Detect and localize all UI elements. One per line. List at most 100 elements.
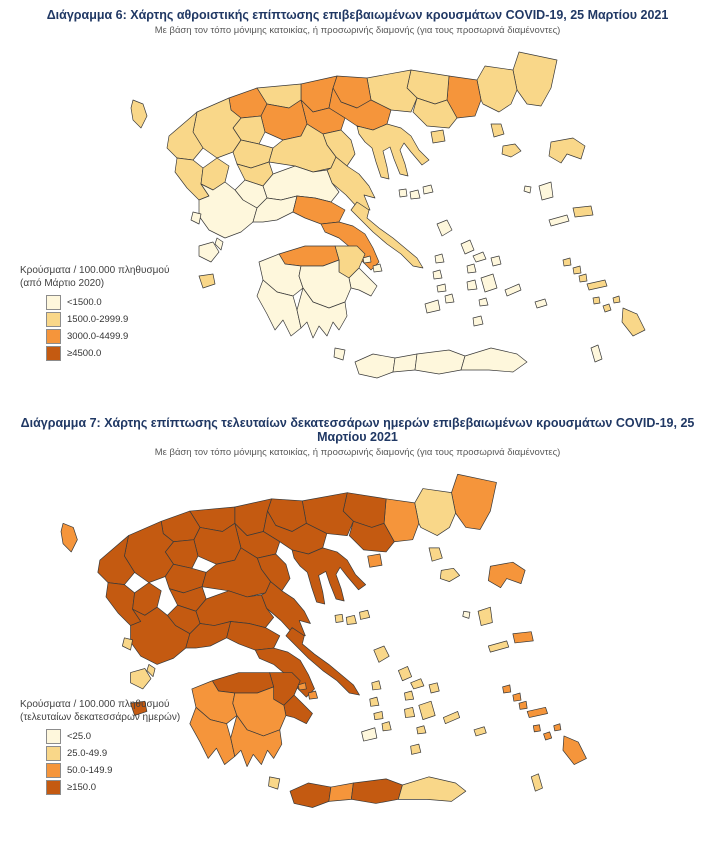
region-samos (512, 631, 534, 644)
figure7-legend-title-line1: Κρούσματα / 100.000 πληθυσμού (20, 699, 170, 710)
region-dodecanese (543, 731, 553, 741)
region-thasos (367, 553, 383, 568)
region-rethymno (328, 782, 354, 802)
region-cyclades (473, 726, 487, 737)
region-dodecanese (578, 273, 588, 283)
region-cyclades (404, 690, 415, 701)
legend-item-label: 50.0-149.9 (67, 765, 113, 776)
region-chalkidiki (291, 547, 367, 605)
region-thesprotia (166, 111, 204, 161)
region-karpathos (530, 773, 543, 792)
region-laconia (296, 287, 348, 339)
region-chania (354, 353, 396, 379)
region-dodecanese (526, 706, 548, 718)
region-cyclades (534, 298, 548, 309)
region-cyclades (460, 239, 475, 255)
region-samothraki (428, 547, 443, 562)
figure7-legend-items: <25.0 25.0-49.9 50.0-149.9 ≥150.0 (46, 729, 180, 795)
legend-item: <1500.0 (46, 295, 169, 310)
figure6-legend-title-line1: Κρούσματα / 100.000 πληθυσμού (20, 265, 170, 276)
region-zakynthos (198, 273, 216, 289)
region-chalkidiki (356, 123, 430, 180)
legend-item: 1500.0-2999.9 (46, 312, 169, 327)
region-laconia (230, 715, 283, 767)
legend-swatch-class1 (46, 729, 61, 744)
region-boeotia (292, 195, 346, 225)
region-dodecanese (512, 692, 522, 702)
region-lesbos (487, 561, 526, 589)
region-sporades (398, 188, 408, 198)
region-boeotia (226, 621, 281, 651)
region-cyclades (434, 253, 445, 264)
region-dodecanese (562, 257, 572, 267)
region-cyclades (381, 721, 392, 732)
region-cyclades (442, 711, 461, 725)
region-psara (523, 185, 532, 194)
legend-swatch-class1 (46, 295, 61, 310)
region-milos (424, 299, 441, 314)
region-achaia (211, 672, 275, 694)
region-limnos (439, 567, 461, 582)
region-lesbos (548, 137, 586, 164)
region-ithaki (146, 664, 156, 678)
region-cyclades (369, 696, 380, 707)
region-lefkada (190, 211, 202, 225)
figure7-title: Διάγραμμα 7: Χάρτης επίπτωσης τελευταίων… (20, 416, 695, 444)
legend-item-label: <25.0 (67, 731, 92, 742)
region-saronic (362, 255, 372, 264)
region-naxos (480, 273, 498, 293)
figure6-legend: Κρούσματα / 100.000 πληθυσμού (από Μάρτι… (20, 264, 169, 363)
region-samos (572, 205, 594, 218)
region-aetolia (130, 606, 191, 665)
map-14day-incidence (60, 473, 587, 808)
region-heraklion (414, 349, 466, 375)
region-rhodope (476, 65, 518, 113)
region-rhodes (562, 735, 587, 765)
region-lefkada (121, 637, 133, 651)
figure7-legend: Κρούσματα / 100.000 πληθυσμού (τελευταίω… (20, 698, 180, 797)
region-saronic (308, 690, 318, 700)
region-cyclades (404, 706, 416, 718)
region-arcadia (298, 259, 352, 309)
region-cyclades (397, 666, 413, 682)
region-kavala (412, 97, 458, 129)
region-dodecanese (612, 295, 621, 304)
figure6-title: Διάγραμμα 6: Χάρτης αθροιστικής επίπτωση… (46, 8, 669, 22)
region-skyros (436, 219, 453, 237)
region-saronic (297, 682, 307, 691)
region-santorini (472, 315, 484, 327)
region-larissa (268, 123, 337, 173)
region-dodecanese (572, 265, 582, 275)
region-messenia (189, 706, 236, 765)
legend-swatch-class3 (46, 763, 61, 778)
region-karpathos (590, 344, 603, 363)
region-dodecanese (518, 700, 528, 710)
legend-item-label: 1500.0-2999.9 (67, 314, 129, 325)
region-dodecanese (502, 684, 512, 694)
region-sporades (345, 614, 357, 625)
region-dodecanese (602, 303, 612, 313)
region-samothraki (490, 123, 505, 138)
legend-item: ≥4500.0 (46, 346, 169, 361)
region-evros (512, 51, 558, 107)
figure6-map-area: Κρούσματα / 100.000 πληθυσμού (από Μάρτι… (0, 36, 715, 408)
region-psara (462, 610, 471, 619)
region-thasos (430, 129, 446, 144)
legend-swatch-class3 (46, 329, 61, 344)
region-sporades (409, 189, 421, 200)
region-limnos (501, 143, 522, 158)
legend-item: 50.0-149.9 (46, 763, 180, 778)
region-chios (538, 181, 554, 201)
region-kefalonia (130, 668, 152, 690)
region-ithaki (214, 237, 224, 251)
figure-diagram-7: Διάγραμμα 7: Χάρτης επίπτωσης τελευταίων… (0, 408, 715, 843)
legend-swatch-class2 (46, 746, 61, 761)
legend-item-label: 25.0-49.9 (67, 748, 108, 759)
region-ikaria (487, 640, 510, 653)
figure7-subtitle: Με βάση τον τόπο μόνιμης κατοικίας, ή πρ… (154, 447, 561, 458)
region-dodecanese (586, 279, 608, 291)
legend-item: ≥150.0 (46, 780, 180, 795)
region-kythira (333, 347, 346, 361)
region-kavala (348, 520, 395, 553)
region-cyclades (504, 283, 522, 297)
